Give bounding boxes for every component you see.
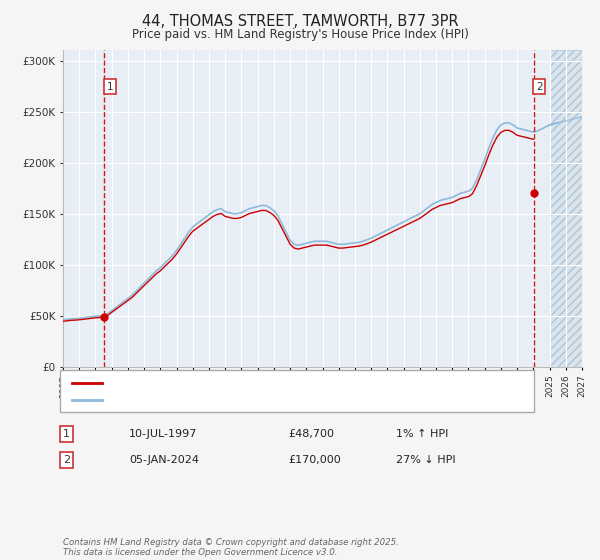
Text: 2: 2 xyxy=(63,455,70,465)
Text: 2: 2 xyxy=(536,82,542,92)
Text: 10-JUL-1997: 10-JUL-1997 xyxy=(129,429,197,439)
Text: 1: 1 xyxy=(106,82,113,92)
Text: 1: 1 xyxy=(63,429,70,439)
Text: £48,700: £48,700 xyxy=(288,429,334,439)
Text: 27% ↓ HPI: 27% ↓ HPI xyxy=(396,455,455,465)
Text: 05-JAN-2024: 05-JAN-2024 xyxy=(129,455,199,465)
Text: Contains HM Land Registry data © Crown copyright and database right 2025.
This d: Contains HM Land Registry data © Crown c… xyxy=(63,538,399,557)
Text: Price paid vs. HM Land Registry's House Price Index (HPI): Price paid vs. HM Land Registry's House … xyxy=(131,28,469,41)
Text: £170,000: £170,000 xyxy=(288,455,341,465)
Text: 44, THOMAS STREET, TAMWORTH, B77 3PR (semi-detached house): 44, THOMAS STREET, TAMWORTH, B77 3PR (se… xyxy=(106,377,454,388)
Text: 1% ↑ HPI: 1% ↑ HPI xyxy=(396,429,448,439)
Text: 44, THOMAS STREET, TAMWORTH, B77 3PR: 44, THOMAS STREET, TAMWORTH, B77 3PR xyxy=(142,14,458,29)
Text: HPI: Average price, semi-detached house, Tamworth: HPI: Average price, semi-detached house,… xyxy=(106,395,379,405)
